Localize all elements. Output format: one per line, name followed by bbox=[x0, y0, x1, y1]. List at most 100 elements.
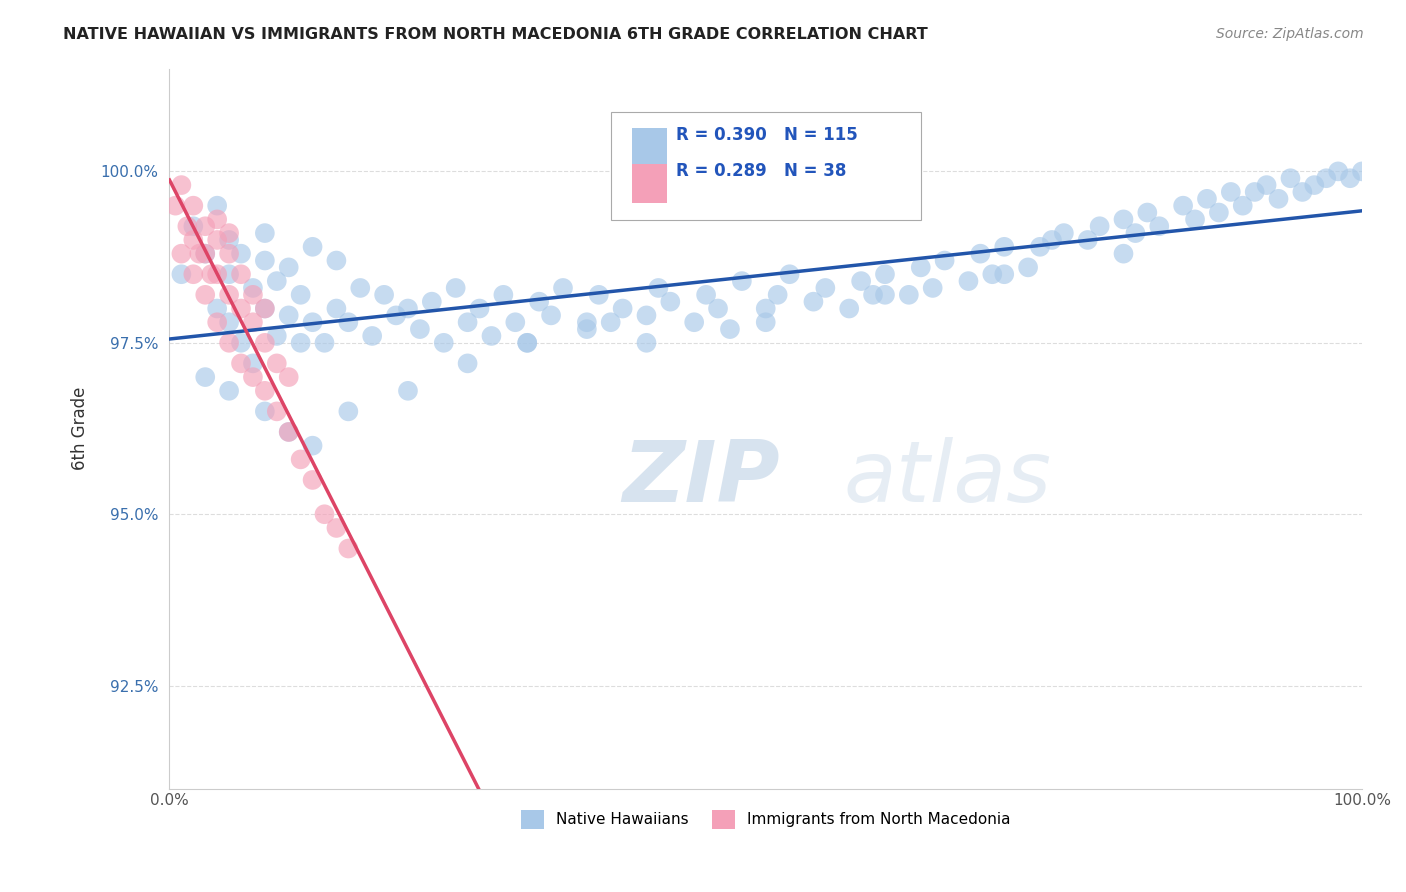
Point bbox=[277, 309, 299, 323]
Point bbox=[1208, 205, 1230, 219]
Point bbox=[253, 301, 276, 316]
Point bbox=[385, 309, 408, 323]
Point bbox=[993, 267, 1015, 281]
Point bbox=[1195, 192, 1218, 206]
Point bbox=[934, 253, 956, 268]
Point bbox=[373, 288, 395, 302]
Point bbox=[301, 240, 323, 254]
Point bbox=[170, 246, 193, 260]
Point bbox=[396, 384, 419, 398]
Point bbox=[481, 329, 503, 343]
Point bbox=[266, 274, 288, 288]
Point bbox=[181, 219, 204, 234]
Point bbox=[229, 356, 252, 370]
Point bbox=[253, 335, 276, 350]
Point bbox=[205, 315, 228, 329]
Point bbox=[266, 356, 288, 370]
Point bbox=[205, 267, 228, 281]
Point bbox=[1149, 219, 1171, 234]
Point bbox=[575, 322, 598, 336]
Point bbox=[165, 199, 187, 213]
Point bbox=[218, 246, 240, 260]
Point bbox=[290, 452, 312, 467]
Point bbox=[205, 199, 228, 213]
Point bbox=[205, 233, 228, 247]
Point bbox=[1315, 171, 1337, 186]
Point bbox=[176, 219, 198, 234]
Point bbox=[229, 246, 252, 260]
Point bbox=[1327, 164, 1350, 178]
Point bbox=[194, 246, 217, 260]
Point bbox=[218, 226, 240, 240]
Point bbox=[218, 288, 240, 302]
Point bbox=[194, 246, 217, 260]
Point bbox=[444, 281, 467, 295]
Point bbox=[266, 329, 288, 343]
Point bbox=[242, 281, 264, 295]
Point bbox=[779, 267, 801, 281]
Point bbox=[921, 281, 943, 295]
Point bbox=[218, 384, 240, 398]
Point bbox=[838, 301, 860, 316]
Point bbox=[957, 274, 980, 288]
Point bbox=[253, 301, 276, 316]
Point bbox=[516, 335, 538, 350]
FancyBboxPatch shape bbox=[633, 128, 666, 167]
Point bbox=[1125, 226, 1147, 240]
Point bbox=[1184, 212, 1206, 227]
Point bbox=[540, 309, 562, 323]
FancyBboxPatch shape bbox=[610, 112, 921, 219]
Point bbox=[253, 253, 276, 268]
Point bbox=[266, 404, 288, 418]
Point bbox=[457, 315, 479, 329]
Point bbox=[301, 439, 323, 453]
Point bbox=[814, 281, 837, 295]
Point bbox=[409, 322, 432, 336]
Text: R = 0.390   N = 115: R = 0.390 N = 115 bbox=[676, 126, 858, 144]
Point bbox=[873, 288, 896, 302]
Point bbox=[503, 315, 526, 329]
Point bbox=[1256, 178, 1278, 193]
Point bbox=[218, 233, 240, 247]
Point bbox=[492, 288, 515, 302]
Point bbox=[457, 356, 479, 370]
Point bbox=[253, 404, 276, 418]
Point bbox=[229, 335, 252, 350]
Point bbox=[325, 301, 347, 316]
Point bbox=[862, 288, 884, 302]
Point bbox=[170, 267, 193, 281]
Point bbox=[910, 260, 932, 275]
Point bbox=[527, 294, 550, 309]
Point bbox=[290, 335, 312, 350]
Y-axis label: 6th Grade: 6th Grade bbox=[72, 387, 89, 470]
Text: R = 0.289   N = 38: R = 0.289 N = 38 bbox=[676, 162, 846, 180]
Point bbox=[200, 267, 222, 281]
Point bbox=[1112, 212, 1135, 227]
Point bbox=[1303, 178, 1326, 193]
Point bbox=[205, 301, 228, 316]
Point bbox=[766, 288, 789, 302]
Point bbox=[1088, 219, 1111, 234]
Point bbox=[1267, 192, 1289, 206]
Point bbox=[229, 267, 252, 281]
Point bbox=[1171, 199, 1194, 213]
Point bbox=[969, 246, 991, 260]
Point bbox=[695, 288, 717, 302]
Point bbox=[636, 335, 658, 350]
Point bbox=[1291, 185, 1313, 199]
Point bbox=[731, 274, 754, 288]
Point bbox=[612, 301, 634, 316]
Point bbox=[420, 294, 443, 309]
Text: NATIVE HAWAIIAN VS IMMIGRANTS FROM NORTH MACEDONIA 6TH GRADE CORRELATION CHART: NATIVE HAWAIIAN VS IMMIGRANTS FROM NORTH… bbox=[63, 27, 928, 42]
Point bbox=[277, 260, 299, 275]
Point bbox=[253, 226, 276, 240]
Point bbox=[290, 288, 312, 302]
Point bbox=[205, 212, 228, 227]
Point bbox=[993, 240, 1015, 254]
Point bbox=[433, 335, 456, 350]
Point bbox=[647, 281, 669, 295]
Point bbox=[218, 335, 240, 350]
Point bbox=[873, 267, 896, 281]
Point bbox=[588, 288, 610, 302]
Point bbox=[718, 322, 741, 336]
